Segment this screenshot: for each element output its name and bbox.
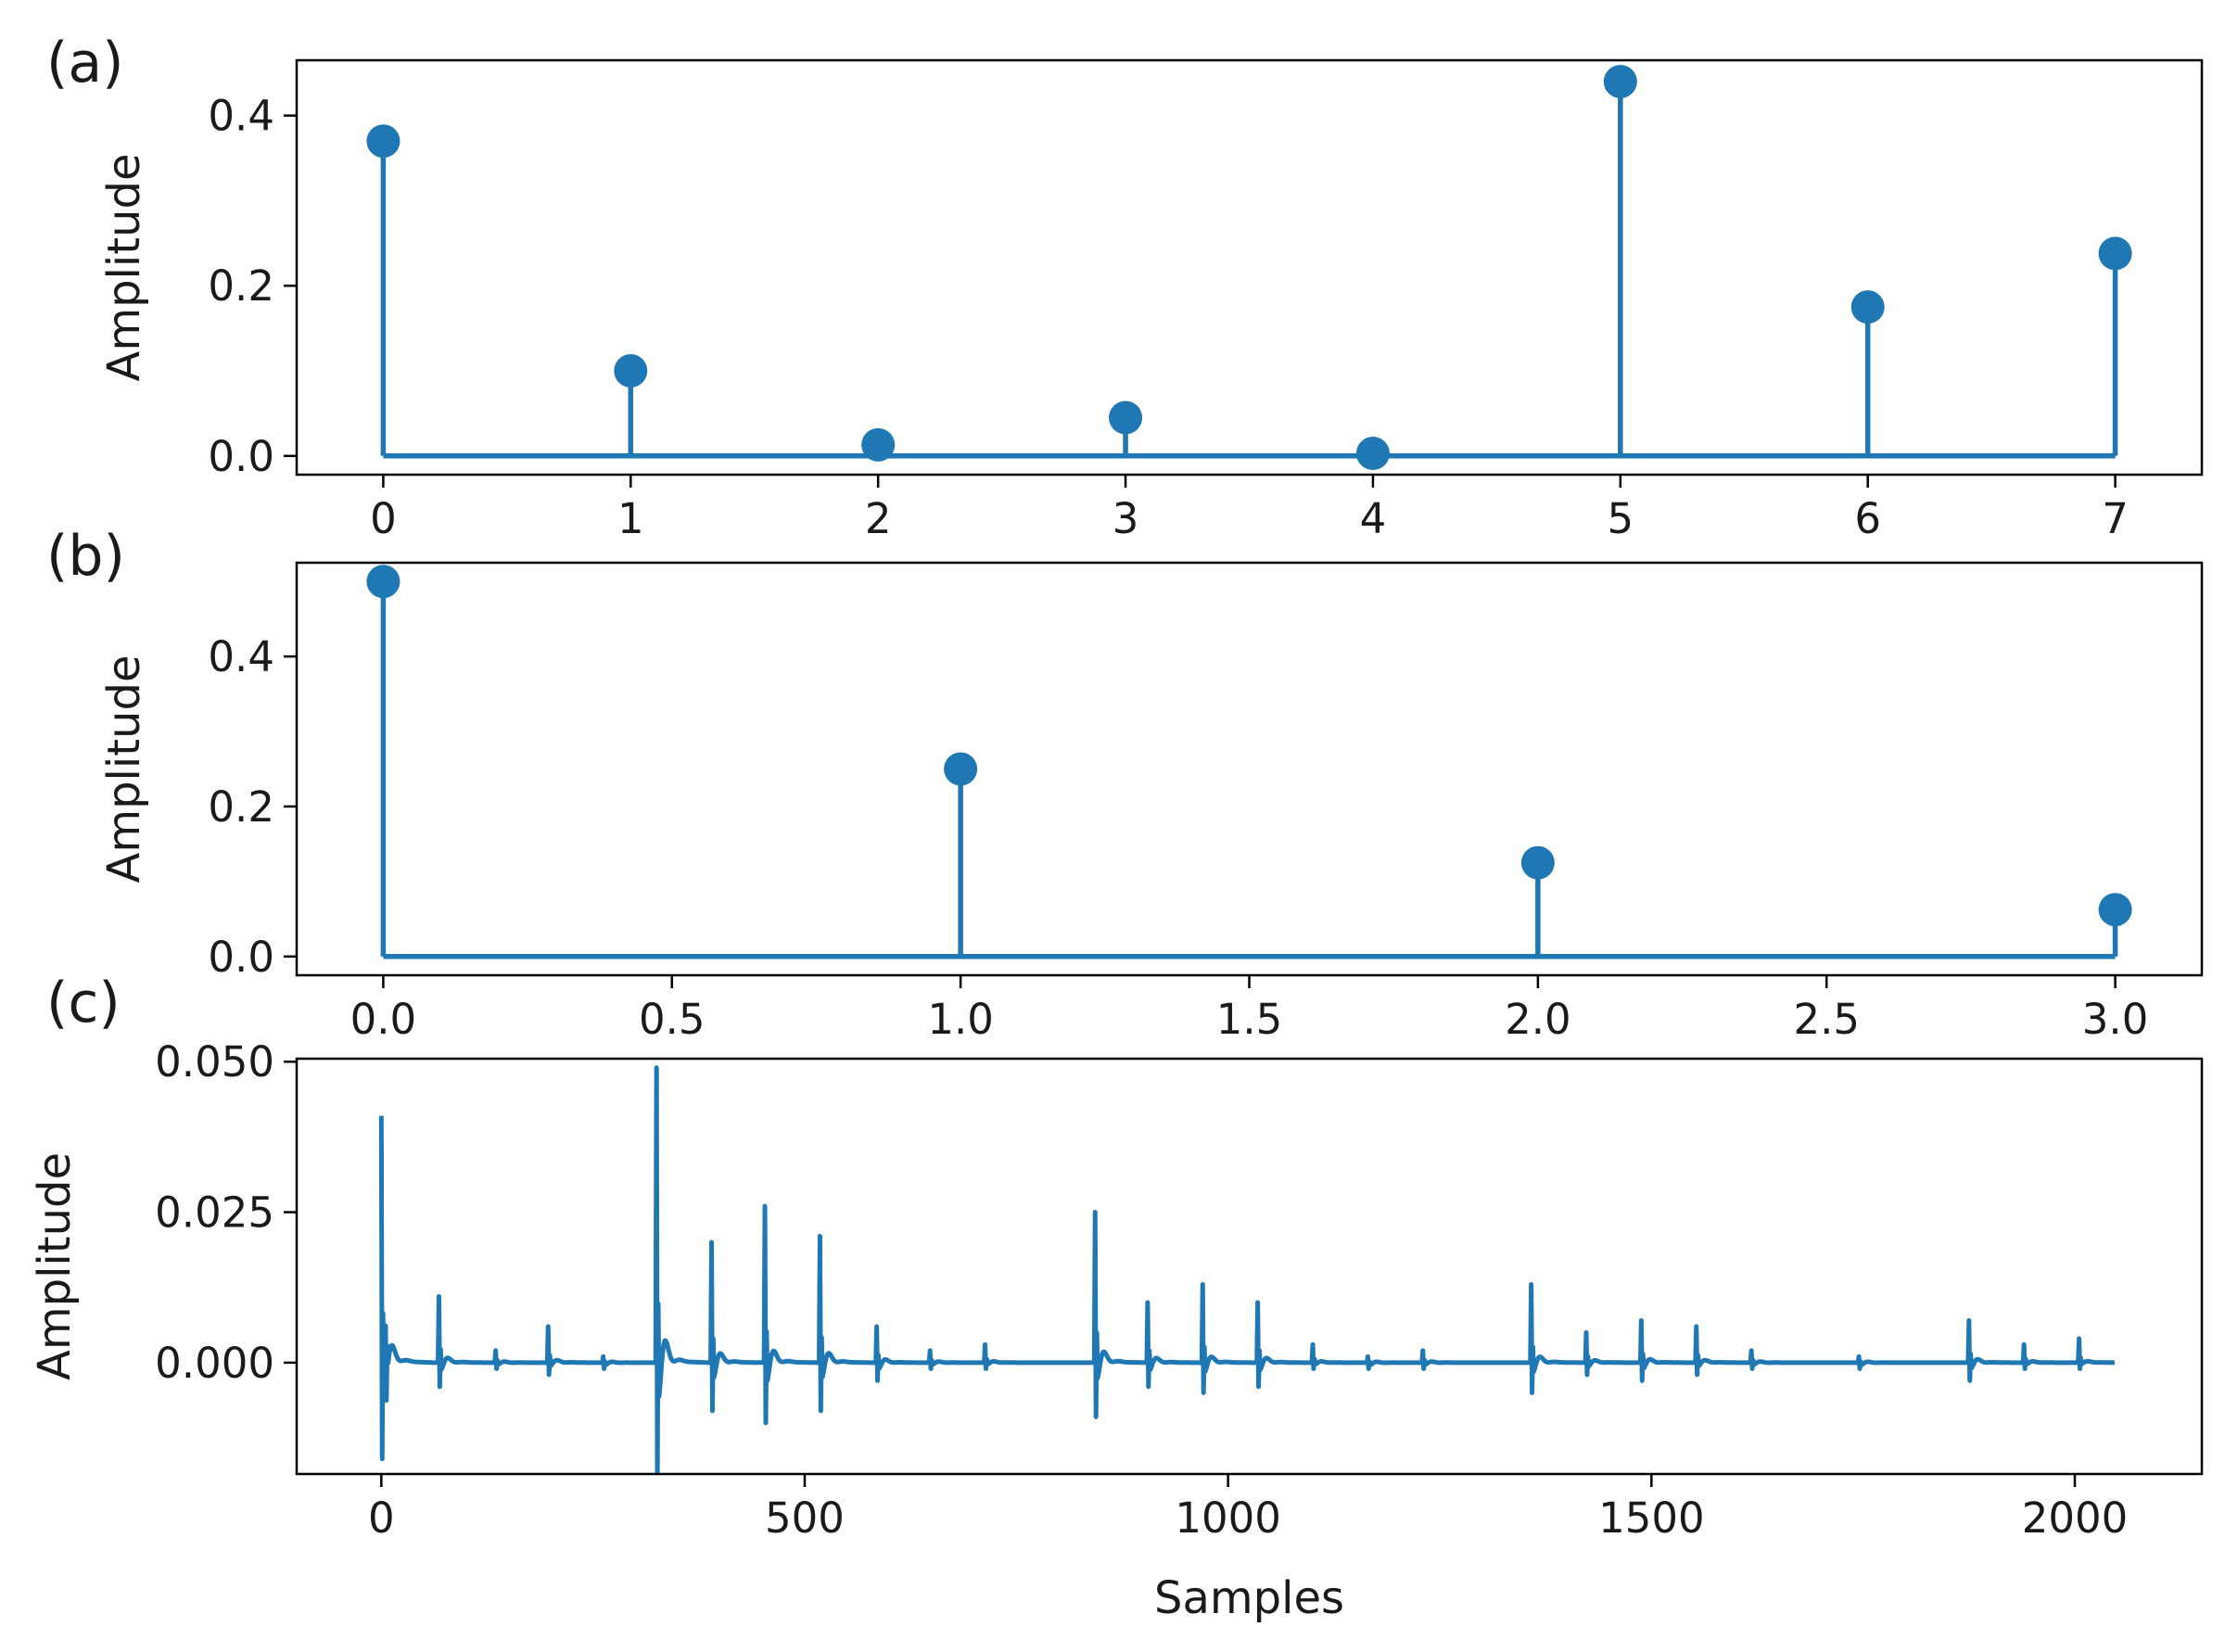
panel-c: (c) Amplitude Samples 0 500 1000 1500 2000 0.000… [29,971,2204,1624]
plot-area [378,1065,2117,1474]
y-tick-label: 0.4 [208,632,274,681]
x-tick-label: 1500 [1598,1493,1705,1543]
x-tick-label: 1.0 [927,995,994,1044]
panel-b: (b) Amplitude 0.0 0.5 1.0 1.5 2.0 2.5 3.0 0.0 0.2 0… [46,524,2204,1044]
stem-marker [1355,437,1390,471]
stem-marker [1603,64,1637,98]
y-axis-label: Amplitude [98,655,150,883]
stem-marker [2098,236,2132,271]
x-tick-label: 500 [765,1493,845,1543]
stem-marker [366,124,400,159]
x-tick-label: 4 [1360,494,1387,543]
y-tick-label: 0.4 [208,92,274,141]
stem-marker [1850,290,1885,324]
y-axis-label: Amplitude [29,1152,81,1380]
axes-frame [295,58,2204,477]
stem-marker [1109,400,1143,435]
x-tick-label: 6 [1854,494,1881,543]
panel-label: (b) [46,524,125,589]
plot-area [366,64,2132,471]
x-tick-label: 0 [370,494,397,543]
stem-marker [944,752,978,786]
panel-label: (c) [46,971,121,1036]
stem-marker [861,427,896,462]
stem-marker [614,354,648,388]
stem-marker [2098,893,2132,927]
y-tick-label: 0.2 [208,782,274,832]
x-tick-label: 3 [1112,494,1139,543]
x-tick-label: 0.5 [639,995,706,1044]
x-tick-label: 2 [865,494,892,543]
y-tick-label: 0.050 [155,1037,274,1087]
x-tick-label: 5 [1608,494,1634,543]
plot-area [366,565,2132,959]
x-tick-label: 1.5 [1216,995,1283,1044]
x-axis-label: Samples [1154,1572,1344,1624]
x-tick-label: 2.0 [1505,995,1571,1044]
panel-a: (a) Amplitude 0 1 2 3 4 5 6 7 0.0 0.2 0.4 [46,31,2204,543]
x-tick-label: 1000 [1175,1493,1281,1543]
y-tick-label: 0.0 [208,432,274,481]
x-tick-label: 0 [368,1493,395,1543]
y-tick-label: 0.0 [208,933,274,982]
y-axis-label: Amplitude [98,154,150,382]
x-tick-label: 1 [617,494,644,543]
x-tick-label: 2.5 [1793,995,1860,1044]
signal-line [378,1065,2117,1474]
panel-label: (a) [46,31,124,95]
stem-marker [366,565,400,599]
x-tick-label: 3.0 [2082,995,2149,1044]
axes-frame [295,561,2204,977]
x-tick-label: 0.0 [350,995,417,1044]
x-tick-label: 2000 [2022,1493,2129,1543]
stem-marker [1520,845,1555,880]
axes-frame [295,1057,2204,1476]
y-tick-label: 0.2 [208,261,274,311]
x-tick-label: 7 [2102,494,2129,543]
y-tick-label: 0.000 [155,1339,274,1388]
y-tick-label: 0.025 [155,1188,274,1238]
